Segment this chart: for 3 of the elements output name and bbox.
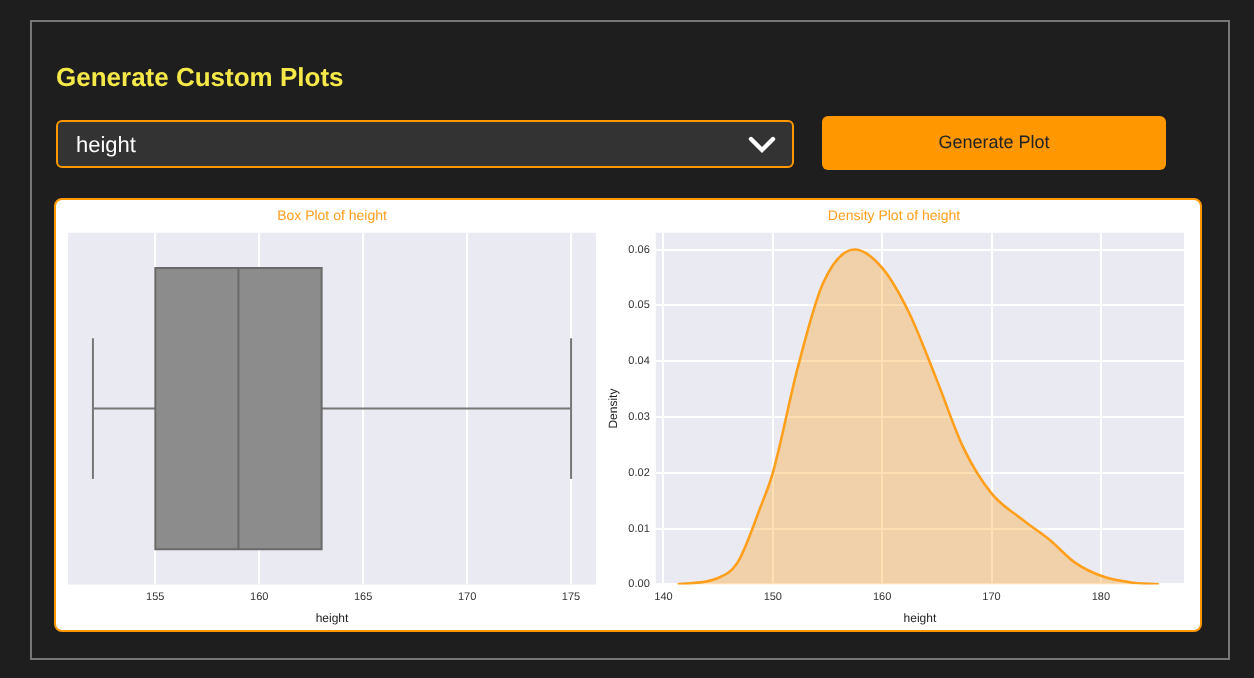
text: Generate Custom Plots xyxy=(56,62,344,92)
text: height xyxy=(76,134,136,158)
text: Generate Plot xyxy=(822,116,1166,170)
